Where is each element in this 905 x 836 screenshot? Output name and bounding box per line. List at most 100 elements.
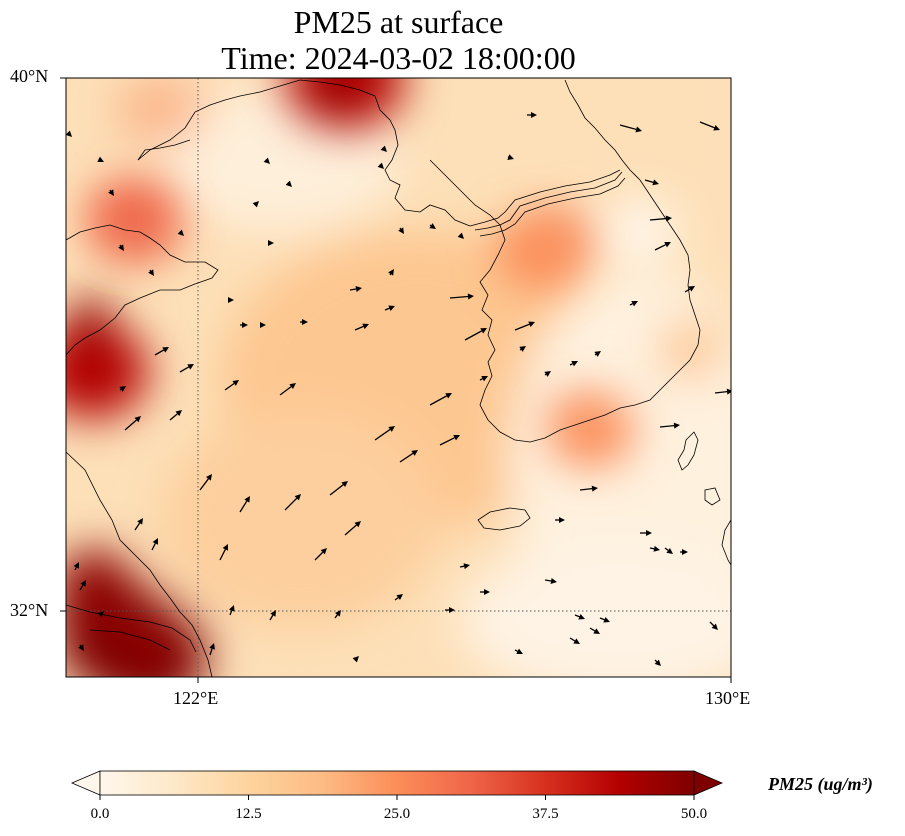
pollution-hotspot [66, 323, 149, 419]
wind-arrow [239, 496, 250, 513]
wind-arrow [644, 179, 659, 186]
wind-arrow [649, 545, 660, 552]
wind-arrow [354, 323, 369, 331]
wind-arrow [519, 346, 526, 352]
wind-arrow [709, 621, 718, 630]
wind-arrow [154, 347, 169, 356]
colorbar-tick-1: 12.5 [235, 806, 262, 822]
gridlines [66, 78, 731, 677]
wind-arrow [429, 223, 436, 229]
wind-arrow [66, 130, 72, 137]
wind-arrow [649, 215, 672, 222]
wind-arrow [300, 319, 308, 325]
wind-arrow [544, 371, 551, 377]
wind-arrow [169, 410, 182, 421]
wind-arrow [569, 637, 580, 644]
wind-arrow [380, 145, 387, 152]
pollution-hotspot [549, 395, 634, 468]
wind-arrow [680, 549, 688, 555]
wind-arrow [457, 232, 464, 239]
wind-arrow [480, 589, 490, 595]
map-frame [65, 77, 732, 678]
wind-arrow [439, 435, 460, 446]
wind-arrow [377, 162, 384, 169]
wind-arrow [714, 388, 731, 395]
colorbar-tick-0: 0.0 [90, 806, 110, 822]
wind-arrow [579, 485, 598, 492]
colorbar-tick-3: 37.5 [532, 806, 559, 822]
wind-arrow [269, 610, 276, 621]
wind-arrow [654, 659, 661, 666]
wind-arrow [654, 242, 671, 251]
wind-arrow [285, 180, 292, 187]
wind-arrow [619, 124, 642, 133]
lon-label-130e: 130°E [705, 688, 751, 708]
wind-arrow [507, 154, 514, 160]
wind-arrow [199, 474, 212, 491]
wind-arrow [464, 328, 487, 341]
wind-arrow [514, 321, 535, 331]
wind-arrow [79, 580, 86, 591]
wind-arrow [398, 227, 404, 234]
wind-arrow [260, 322, 266, 328]
wind-arrow [445, 607, 455, 613]
colorbar-label: PM25 (ug/m³) [768, 774, 873, 794]
wind-arrow [119, 386, 126, 392]
wind-arrow [374, 426, 395, 441]
wind-arrow [179, 364, 194, 373]
wind-arrow [151, 538, 158, 551]
wind-arrow [224, 380, 239, 391]
map-title: PM25 at surface [293, 4, 504, 40]
pollution-core [68, 298, 112, 342]
wind-arrow [228, 297, 234, 303]
wind-arrow [514, 648, 523, 654]
wind-arrow [684, 286, 695, 293]
lon-label-122e: 122°E [173, 688, 219, 708]
colorbar-tick-2: 25.0 [383, 806, 411, 822]
wind-arrow [148, 269, 154, 276]
wind-arrow [589, 627, 600, 634]
wind-arrow [544, 578, 557, 584]
wind-arrow [334, 610, 341, 619]
colorbar [70, 770, 724, 800]
wind-arrow [314, 548, 327, 561]
wind-arrow [640, 530, 652, 536]
wind-arrow [118, 244, 124, 251]
wind-arrow [555, 517, 565, 523]
wind-vectors [66, 112, 731, 666]
wind-arrow [394, 594, 403, 601]
wind-arrow [134, 518, 143, 531]
lat-label-32n: 32°N [10, 600, 49, 620]
wind-arrow [574, 613, 585, 620]
pollution-hotspots [66, 78, 634, 677]
colorbar-tick-4: 50.0 [680, 806, 708, 822]
wind-arrow [97, 156, 104, 162]
lat-label-40n: 40°N [10, 66, 49, 86]
wind-arrow [479, 376, 488, 382]
wind-arrow [329, 481, 348, 496]
wind-arrow [124, 416, 141, 431]
colorbar-max-extend [693, 770, 724, 796]
pm25-field [66, 78, 731, 677]
coastlines [66, 79, 731, 677]
wind-arrow [449, 293, 474, 300]
wind-arrow [569, 361, 578, 367]
wind-arrow [240, 322, 248, 328]
wind-arrow [459, 563, 470, 570]
wind-arrow [252, 201, 259, 208]
wind-arrow [284, 494, 301, 511]
wind-arrow [219, 544, 228, 561]
wind-arrow [594, 351, 601, 357]
wind-arrow [177, 229, 184, 236]
wind-arrow [629, 301, 638, 307]
wind-arrow [279, 383, 296, 396]
axis-ticks [60, 77, 732, 683]
wind-arrow [699, 121, 720, 131]
pollution-hotspot [87, 179, 178, 257]
wind-arrow [399, 450, 418, 463]
wind-arrow [352, 656, 359, 663]
wind-arrow [209, 643, 215, 656]
wind-arrow [429, 393, 452, 406]
wind-arrow [73, 562, 79, 571]
